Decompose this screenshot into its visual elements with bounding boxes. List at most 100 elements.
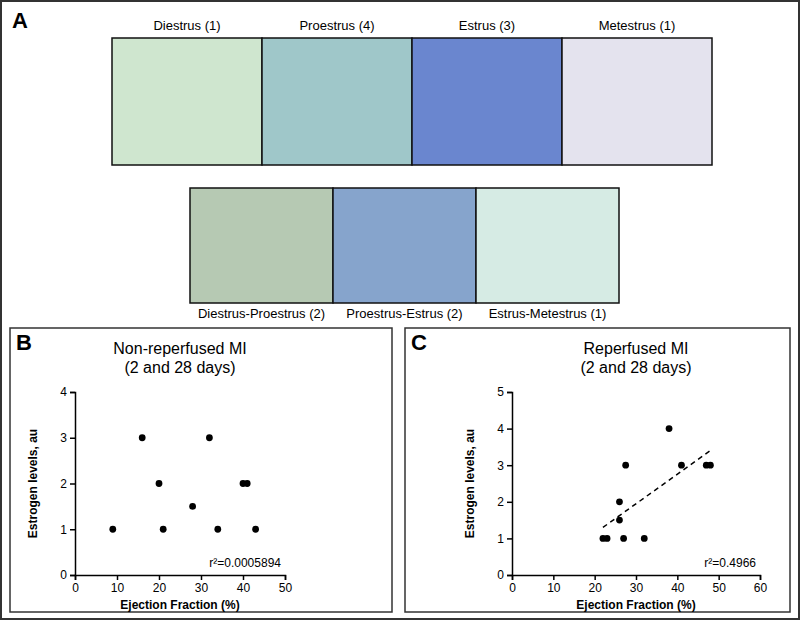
y-tick: 3 (497, 459, 512, 473)
y-tick: 2 (60, 477, 75, 491)
x-tick-label: 30 (195, 581, 209, 595)
y-axis-title: Estrogen levels, au (26, 429, 40, 538)
scatter-point (678, 462, 685, 469)
figure: ADiestrus (1)Proestrus (4)Estrus (3)Mete… (0, 0, 800, 620)
y-tick: 0 (497, 568, 512, 582)
trend-line (603, 451, 710, 528)
micrograph-label: Proestrus (4) (299, 18, 374, 33)
x-tick-mark (636, 575, 638, 580)
x-tick: 50 (712, 575, 726, 595)
x-tick: 20 (153, 575, 167, 595)
x-tick: 30 (195, 575, 209, 595)
figure-frame (1, 1, 799, 619)
x-tick-label: 40 (671, 581, 685, 595)
y-tick: 2 (497, 495, 512, 509)
x-axis-title: Ejection Fraction (%) (576, 598, 695, 612)
y-tick-mark (507, 538, 512, 540)
micrograph-label: Diestrus (1) (153, 18, 220, 33)
y-tick: 1 (497, 532, 512, 546)
y-axis-title: Estrogen levels, au (463, 429, 477, 538)
x-tick-mark (243, 575, 245, 580)
y-tick-mark (507, 502, 512, 504)
x-tick: 40 (671, 575, 685, 595)
x-tick-mark (201, 575, 203, 580)
y-tick: 5 (497, 385, 512, 399)
micrograph (262, 38, 412, 165)
y-tick-mark (70, 575, 75, 577)
scatter-point (214, 526, 221, 533)
panel-label: C (411, 330, 427, 355)
y-tick-mark (507, 465, 512, 467)
x-tick-mark (285, 575, 287, 580)
scatter-point (156, 480, 163, 487)
x-tick-label: 20 (588, 581, 602, 595)
x-axis: 01020304050 (72, 575, 292, 595)
micrograph (412, 38, 562, 165)
chart-title: Non-reperfused MI (113, 340, 246, 357)
x-tick-label: 50 (712, 581, 726, 595)
micrograph (562, 38, 712, 165)
x-tick-mark (594, 575, 596, 580)
x-tick-mark (677, 575, 679, 580)
chart-subtitle: (2 and 28 days) (124, 359, 235, 376)
micrograph (476, 188, 619, 303)
x-tick: 10 (111, 575, 125, 595)
y-tick: 3 (60, 431, 75, 445)
scatter-point (109, 526, 116, 533)
scatter-point (252, 526, 259, 533)
scatter-point (620, 535, 627, 542)
y-tick-label: 2 (497, 495, 504, 509)
scatter-point (622, 462, 629, 469)
y-tick-mark (70, 529, 75, 531)
x-tick-label: 10 (111, 581, 125, 595)
y-tick-label: 2 (60, 477, 67, 491)
y-tick-label: 1 (60, 523, 67, 537)
x-tick-label: 0 (509, 581, 516, 595)
x-tick-label: 20 (153, 581, 167, 595)
micrograph-label: Estrus-Metestrus (1) (489, 306, 607, 321)
y-axis-line (507, 393, 513, 576)
x-axis-line (76, 576, 286, 581)
chart-subtitle: (2 and 28 days) (580, 359, 691, 376)
y-axis-line (70, 393, 76, 576)
micrograph (112, 38, 262, 165)
x-tick: 40 (237, 575, 251, 595)
annotation: r²=0.4966 (704, 556, 756, 570)
panel-frame (10, 328, 392, 612)
x-axis-line (513, 576, 761, 581)
y-tick-label: 5 (497, 385, 504, 399)
x-tick-mark (159, 575, 161, 580)
chart-panel: B Non-reperfused MI (2 and 28 days) 0 10 20 30… (10, 328, 392, 612)
x-tick: 50 (279, 575, 293, 595)
x-tick-label: 30 (630, 581, 644, 595)
micrograph (333, 188, 476, 303)
scatter-point (641, 535, 648, 542)
scatter-point (206, 434, 213, 441)
y-tick: 0 (60, 568, 75, 582)
scatter-point (616, 517, 623, 524)
x-tick-label: 10 (547, 581, 561, 595)
scatter-point (666, 425, 673, 432)
x-tick-label: 60 (754, 581, 768, 595)
chart-panel: CReperfused MI(2 and 28 days)01020304050… (405, 328, 790, 612)
panel-label: A (12, 8, 28, 33)
micrograph-label: Proestrus-Estrus (2) (346, 306, 462, 321)
scatter-point (707, 462, 714, 469)
y-axis: 01234 (60, 385, 75, 582)
x-tick-mark (553, 575, 555, 580)
scatter-point (244, 480, 251, 487)
micrograph-label: Diestrus-Proestrus (2) (198, 306, 325, 321)
y-tick-mark (70, 483, 75, 485)
annotation: r²=0.0005894 (209, 556, 281, 570)
x-tick-label: 40 (237, 581, 251, 595)
x-axis-title: Ejection Fraction (%) (120, 598, 239, 612)
micrograph (190, 188, 333, 303)
x-tick: 10 (547, 575, 561, 595)
scatter-point (604, 535, 611, 542)
x-tick: 60 (754, 575, 768, 595)
y-tick: 1 (60, 523, 75, 537)
panel-label: B (16, 330, 32, 355)
x-tick: 20 (588, 575, 602, 595)
y-tick-mark (507, 575, 512, 577)
y-tick-mark (507, 392, 512, 394)
